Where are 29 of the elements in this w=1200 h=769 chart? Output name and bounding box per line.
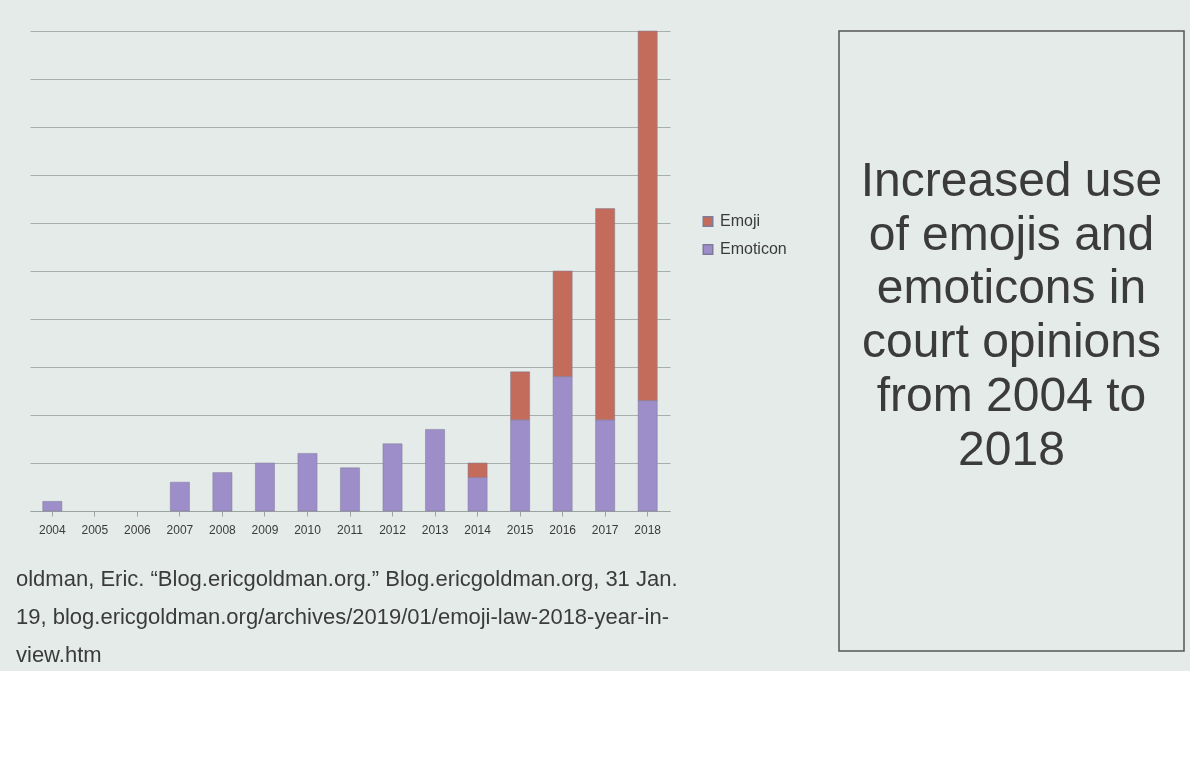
x-tick-label: 2008 [209,522,237,537]
x-tick-label: 2015 [506,522,534,537]
x-tick-label: 2005 [81,522,109,537]
x-tick-label: 2009 [251,522,279,537]
x-tick-label: 2007 [166,522,194,537]
x-tick-label: 2004 [38,522,66,537]
x-tick-label: 2010 [294,522,322,537]
x-tick-label: 2012 [379,522,407,537]
text: Increased use of emojis and emoticons in court opinions from 2004 to 2018 [860,152,1163,475]
x-tick-label: 2014 [464,522,492,537]
bar [255,462,275,512]
bar [42,501,63,512]
text: 19, blog.ericgoldman.org/archives/2019/01/emoji-law-2018-year-in- [16,604,670,629]
legend-label: Emoji [720,212,761,230]
bar [212,472,233,512]
bar [382,443,403,512]
x-tick-label: 2006 [124,522,152,537]
x-tick-label: 2016 [549,522,577,537]
x-tick-label: 2011 [337,522,364,537]
x-tick-label: 2018 [634,522,662,537]
text: view.htm [16,642,102,667]
bar [425,429,445,512]
bar [340,467,360,512]
bar [170,481,190,512]
x-tick-label: 2017 [591,522,619,537]
x-tick-label: 2013 [421,522,449,537]
text: oldman, Eric. “Blog.ericgoldman.org.” Blog.ericgoldman.org, 31 Jan. [16,566,678,591]
legend-label: Emoticon [720,240,787,258]
bar [297,453,318,512]
